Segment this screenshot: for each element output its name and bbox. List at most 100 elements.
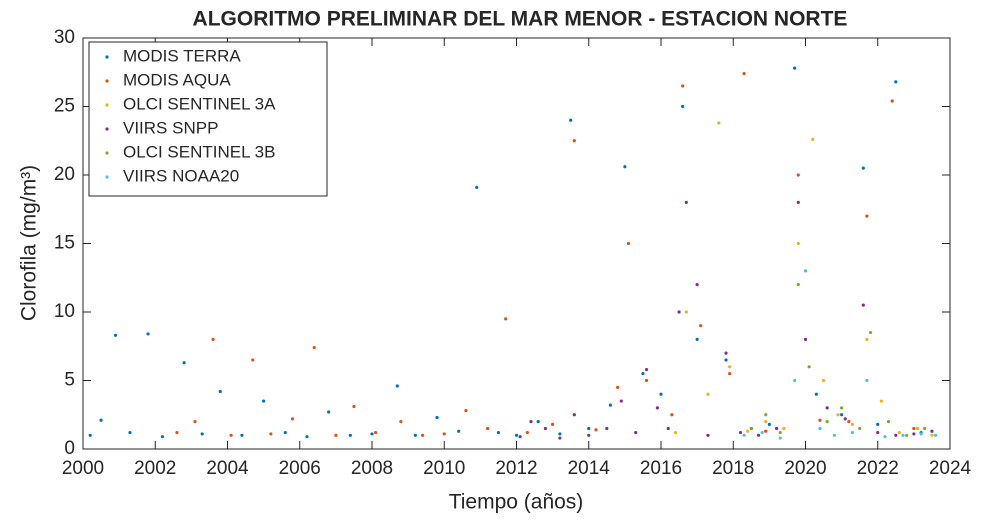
data-point bbox=[742, 72, 746, 76]
data-point bbox=[352, 404, 356, 409]
data-point bbox=[99, 418, 103, 422]
data-point bbox=[764, 413, 768, 417]
data-point bbox=[518, 435, 522, 439]
x-tick-label: 2006 bbox=[279, 458, 321, 479]
legend-label: VIIRS SNPP bbox=[123, 118, 218, 137]
data-point bbox=[796, 173, 800, 177]
data-point bbox=[803, 337, 808, 341]
data-point bbox=[312, 346, 316, 350]
data-point bbox=[525, 430, 529, 435]
data-point bbox=[706, 433, 710, 437]
data-point bbox=[536, 420, 540, 424]
data-point bbox=[879, 399, 883, 403]
data-point bbox=[182, 361, 186, 365]
legend-box bbox=[88, 41, 328, 197]
data-point bbox=[843, 417, 847, 421]
data-point bbox=[558, 436, 562, 440]
data-point bbox=[847, 420, 851, 424]
data-point bbox=[728, 372, 732, 376]
data-point bbox=[572, 413, 576, 417]
data-point bbox=[569, 118, 573, 122]
data-point bbox=[200, 432, 204, 436]
data-point bbox=[558, 432, 562, 436]
y-axis-label: Clorofila (mg/m³) bbox=[18, 165, 41, 321]
data-point bbox=[551, 422, 555, 426]
data-point bbox=[496, 430, 501, 435]
legend-marker bbox=[105, 151, 109, 155]
data-point bbox=[684, 200, 688, 204]
data-point bbox=[897, 430, 902, 435]
data-point bbox=[475, 185, 479, 189]
data-point bbox=[399, 420, 403, 424]
data-point bbox=[919, 432, 923, 436]
y-tick-label: 25 bbox=[54, 96, 75, 117]
data-point bbox=[160, 435, 165, 439]
x-tick-label: 2008 bbox=[351, 458, 393, 479]
data-point bbox=[435, 415, 439, 420]
legend-label: VIIRS NOAA20 bbox=[123, 166, 239, 185]
data-point bbox=[514, 433, 519, 437]
data-point bbox=[912, 426, 916, 431]
legend-label: MODIS AQUA bbox=[123, 70, 231, 89]
data-point bbox=[930, 433, 934, 437]
data-point bbox=[395, 384, 399, 388]
data-point bbox=[901, 433, 905, 437]
data-point bbox=[832, 433, 837, 437]
legend-label: OLCI SENTINEL 3A bbox=[123, 94, 276, 113]
data-point bbox=[616, 385, 620, 389]
x-tick-label: 2022 bbox=[857, 458, 899, 479]
legend-label: MODIS TERRA bbox=[123, 46, 241, 65]
legend-label: OLCI SENTINEL 3B bbox=[123, 142, 275, 161]
data-point bbox=[695, 337, 699, 341]
data-point bbox=[818, 426, 822, 431]
data-point bbox=[775, 426, 779, 431]
data-point bbox=[529, 420, 533, 424]
data-point bbox=[760, 430, 764, 435]
data-point bbox=[626, 241, 631, 246]
data-point bbox=[587, 426, 591, 431]
y-tick-label: 30 bbox=[54, 27, 75, 48]
data-point bbox=[442, 432, 446, 436]
data-point bbox=[673, 430, 678, 435]
y-tick-label: 5 bbox=[64, 370, 75, 391]
data-point bbox=[821, 378, 826, 383]
y-tick-label: 10 bbox=[54, 301, 75, 322]
data-point bbox=[840, 413, 844, 417]
data-point bbox=[868, 330, 873, 335]
x-tick-label: 2016 bbox=[640, 458, 682, 479]
data-point bbox=[811, 137, 815, 141]
x-tick-label: 2004 bbox=[206, 458, 249, 479]
x-axis-label: Tiempo (años) bbox=[449, 491, 584, 514]
data-point bbox=[374, 430, 378, 435]
data-point bbox=[933, 433, 938, 437]
data-point bbox=[543, 426, 548, 431]
data-point bbox=[717, 121, 721, 125]
data-point bbox=[738, 430, 743, 435]
data-point bbox=[825, 406, 829, 410]
data-point bbox=[229, 433, 233, 437]
legend-marker bbox=[105, 175, 109, 179]
data-point bbox=[905, 433, 909, 437]
chart-title: ALGORITMO PRELIMINAR DEL MAR MENOR - EST… bbox=[193, 8, 848, 31]
data-point bbox=[587, 433, 591, 437]
data-point bbox=[728, 365, 732, 369]
data-point bbox=[796, 241, 800, 246]
legend-marker bbox=[105, 79, 109, 83]
legend-marker bbox=[105, 127, 109, 131]
data-point bbox=[807, 365, 811, 369]
data-point bbox=[796, 283, 800, 287]
data-point bbox=[695, 283, 699, 287]
data-point bbox=[305, 435, 309, 439]
data-point bbox=[655, 406, 659, 410]
data-point bbox=[803, 269, 808, 273]
data-point bbox=[623, 165, 627, 169]
data-point bbox=[457, 429, 461, 433]
data-point bbox=[930, 429, 934, 433]
data-point bbox=[413, 433, 417, 437]
y-tick-label: 0 bbox=[64, 438, 75, 459]
x-tick-label: 2012 bbox=[495, 458, 537, 479]
data-point bbox=[865, 214, 869, 218]
x-tick-label: 2002 bbox=[134, 458, 176, 479]
data-point bbox=[915, 426, 920, 431]
